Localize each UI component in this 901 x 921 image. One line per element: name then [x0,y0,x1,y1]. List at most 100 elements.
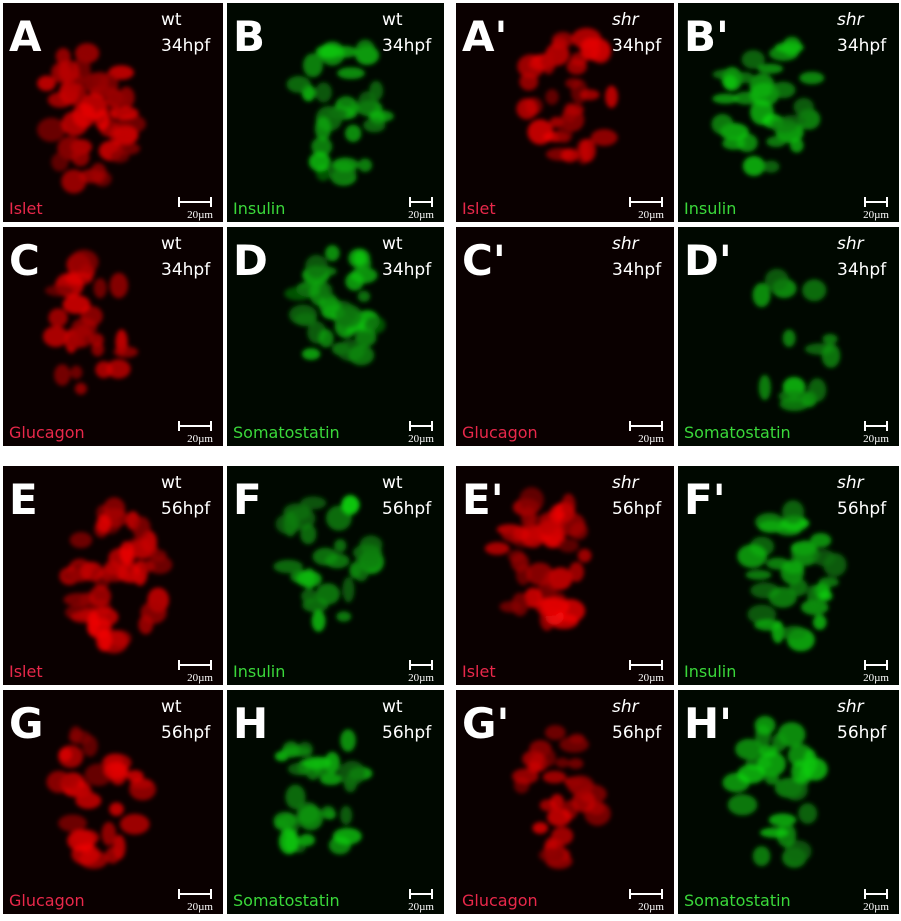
panel: G' shr 56hpf Glucagon 20µm [456,690,674,914]
genotype: wt [382,234,403,254]
cell [544,725,566,741]
cell [318,282,333,300]
panel-label: H [233,699,268,748]
cell [286,75,311,93]
cell [579,89,600,101]
cell [67,786,93,797]
cell [116,142,141,155]
cell [762,160,780,173]
cell [741,49,765,70]
cell [579,37,601,61]
cell [803,749,818,775]
genotype: shr [612,10,640,30]
panel: A' shr 34hpf Islet 20µm [456,3,674,222]
cell [521,525,545,548]
cell [110,106,139,120]
cell [556,126,573,144]
cell [109,802,124,816]
cell [338,760,366,786]
marker-label: Glucagon [9,423,85,442]
marker-label: Islet [9,662,43,681]
micrograph [456,690,674,914]
cell [334,539,347,553]
cell [565,103,584,116]
micrograph [227,227,444,446]
cell [527,762,543,773]
cell [294,312,317,327]
cell [757,63,784,74]
genotype: wt [382,10,403,30]
cell [139,560,156,573]
cell [779,396,810,412]
cells [752,268,841,412]
cell [484,542,510,555]
cell [339,95,354,108]
cell [54,364,71,386]
genotype: wt [382,697,403,717]
cell [768,813,797,827]
cell [723,74,737,90]
cell [737,544,768,568]
cell [331,157,359,172]
panel: B' shr 34hpf Insulin 20µm [678,3,899,222]
cell [542,770,567,784]
cell [516,98,538,120]
cell [315,583,341,605]
panel-label: H' [684,699,732,748]
scale-label: 20µm [863,672,889,684]
cell [571,790,596,813]
scale-bar [409,889,433,899]
genotype: wt [161,697,182,717]
cell [549,567,573,590]
panel-label: E [9,475,38,524]
cell [321,805,335,818]
cell [357,158,373,172]
cell [807,584,820,609]
cell [305,254,328,279]
cell [783,778,808,801]
marker-label: Glucagon [9,891,85,910]
cell [121,572,145,583]
cell [541,50,556,75]
cell [96,514,111,533]
cell [64,83,87,106]
cell [74,382,87,395]
cells [284,245,386,366]
scale-bar [409,421,433,431]
cell [799,71,825,85]
cell [807,378,827,403]
cell [781,625,808,641]
cells [59,497,173,654]
cell [770,118,798,134]
panel-label: E' [462,475,504,524]
cell [759,745,778,758]
micrograph [456,227,674,446]
cell [51,152,69,172]
cell [129,538,158,560]
genotype: wt [161,10,182,30]
scale-label: 20µm [187,672,213,684]
cell [566,58,587,75]
micrograph [3,227,223,446]
genotype: shr [837,697,865,717]
cell [283,511,298,537]
cell [742,156,766,177]
marker-label: Islet [462,199,496,218]
stage: 56hpf [837,499,887,519]
cell [499,601,522,613]
cell [789,578,808,597]
cell [812,549,836,567]
cell [132,516,151,540]
cell [300,523,317,545]
scale-label: 20µm [187,901,213,913]
cell [793,97,815,116]
cell [48,308,68,328]
panel-label: F [233,475,262,524]
cell [538,847,565,863]
micrograph [3,690,223,914]
genotype: wt [382,473,403,493]
cell [352,556,370,582]
cell [568,777,593,796]
